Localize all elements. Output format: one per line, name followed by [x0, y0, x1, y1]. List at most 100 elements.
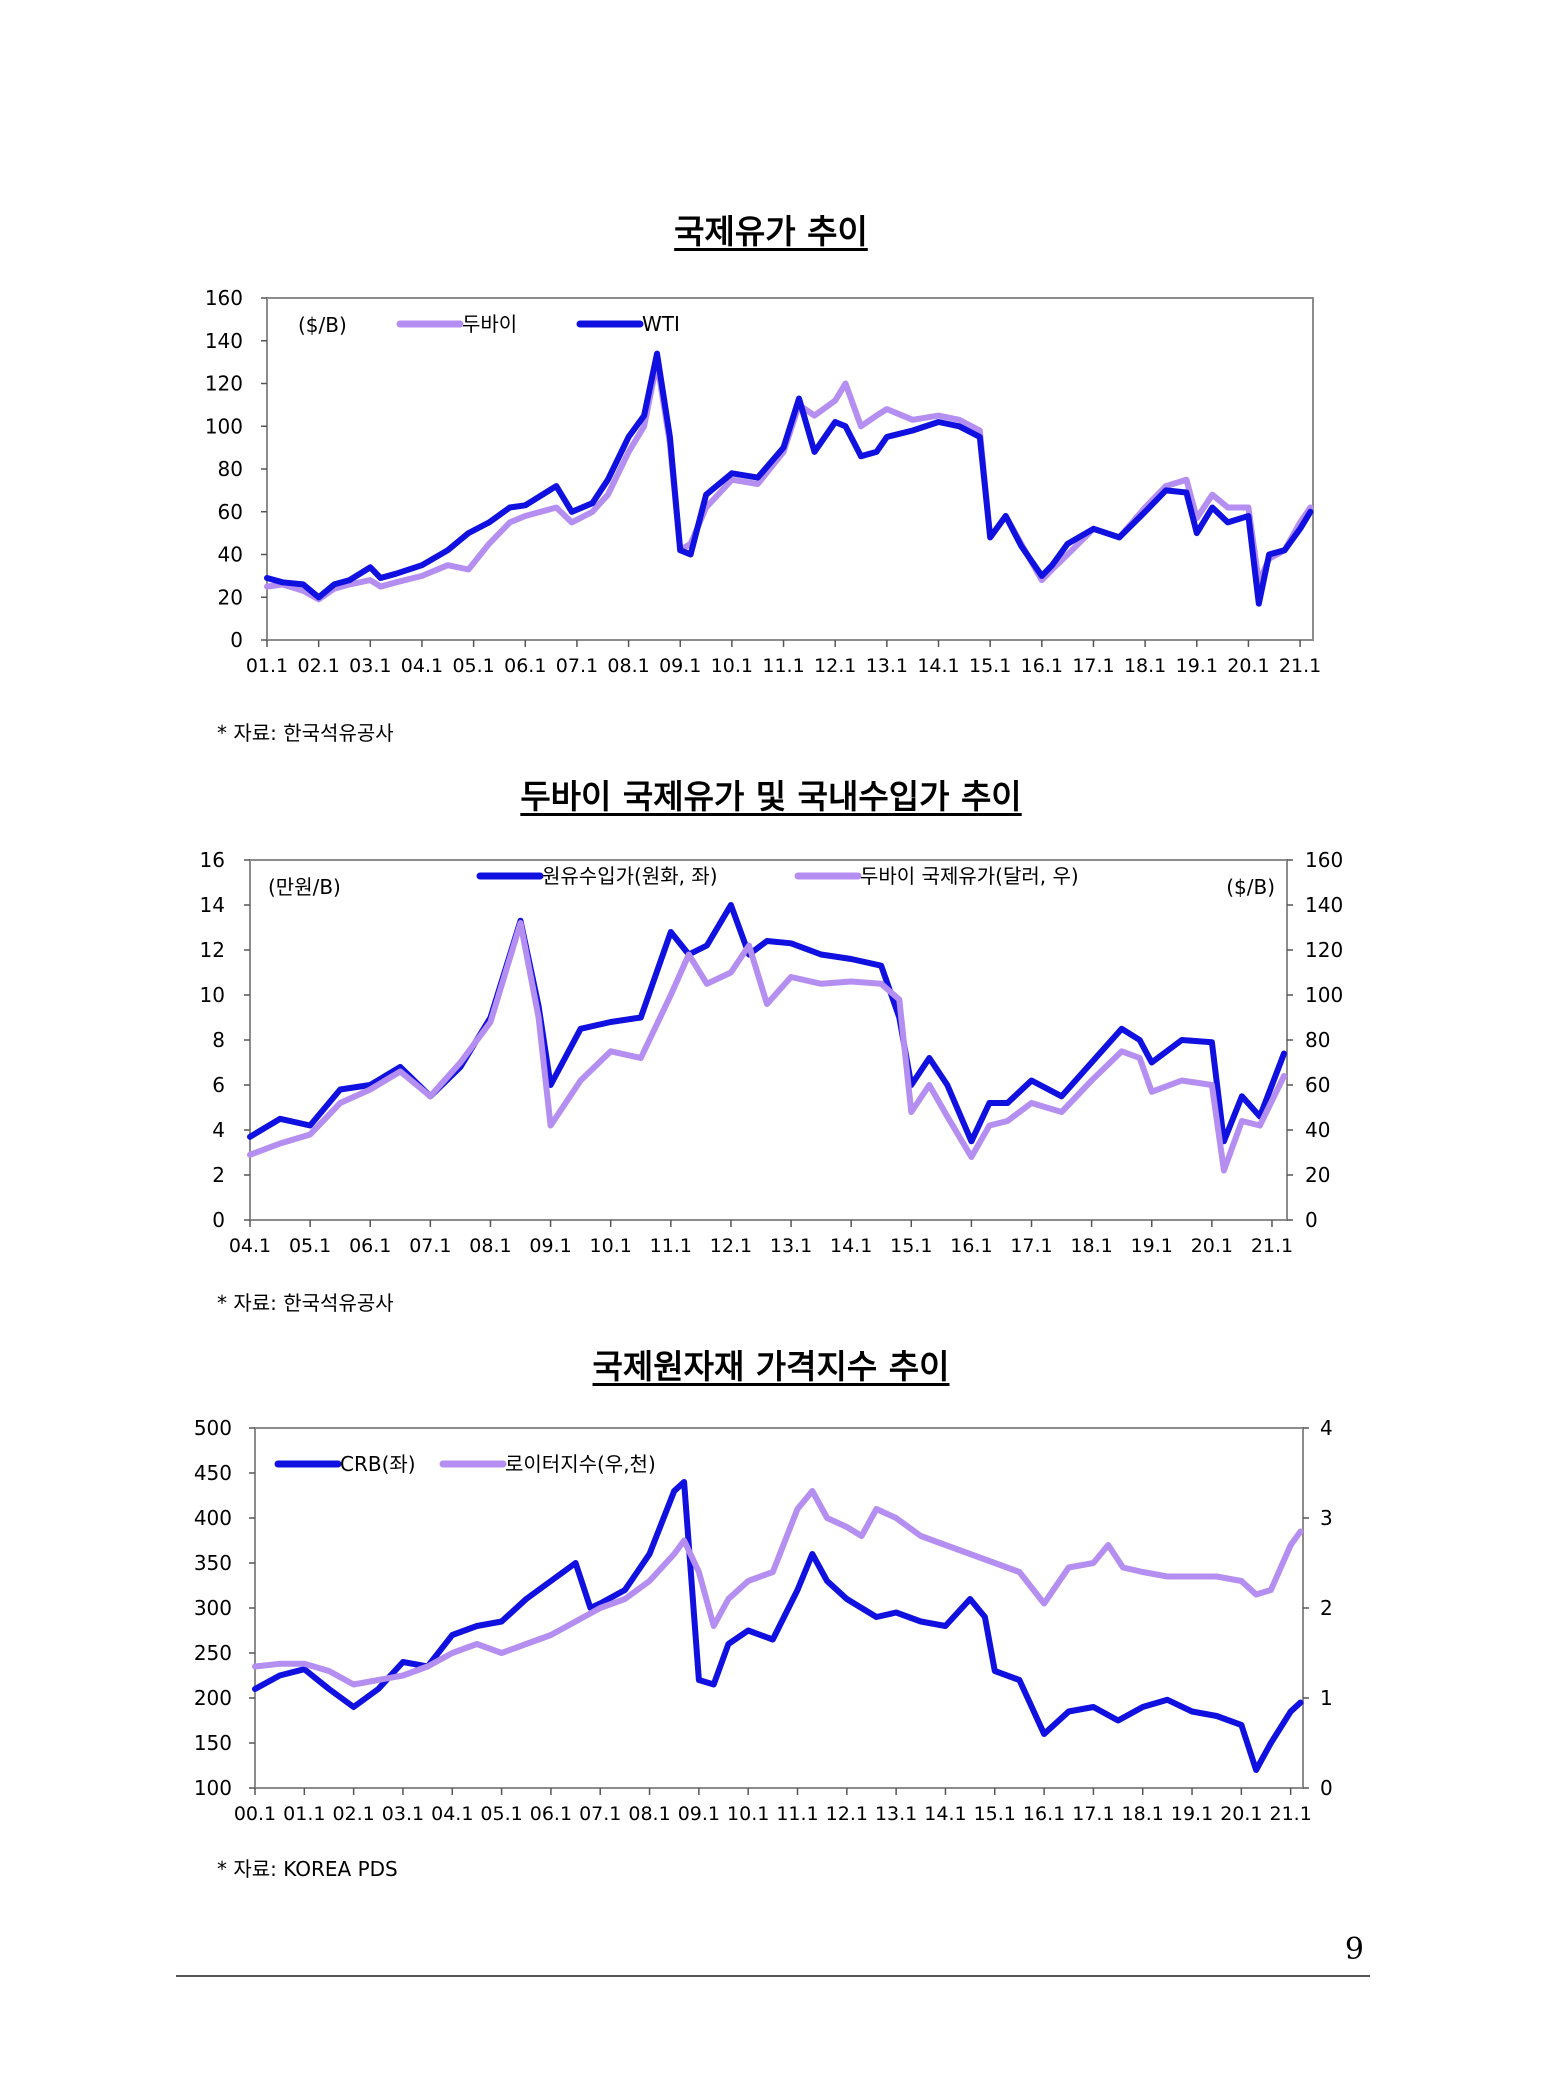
- y-tick-label-left: 0: [212, 1208, 225, 1232]
- y-tick-label-left: 10: [200, 983, 225, 1007]
- y-tick-label-left: 500: [194, 1416, 232, 1440]
- x-tick-label: 19.1: [1176, 655, 1218, 677]
- x-tick-label: 16.1: [1023, 1803, 1065, 1825]
- x-tick-label: 20.1: [1227, 655, 1269, 677]
- chart1-title: 국제유가 추이: [0, 205, 1542, 253]
- y-tick-label-left: 4: [212, 1118, 225, 1142]
- x-tick-label: 06.1: [530, 1803, 572, 1825]
- x-tick-label: 20.1: [1220, 1803, 1262, 1825]
- x-tick-label: 18.1: [1070, 1235, 1112, 1257]
- x-tick-label: 07.1: [409, 1235, 451, 1257]
- legend-label-2: 두바이 국제유가(달러, 우): [860, 864, 1079, 888]
- x-tick-label: 04.1: [401, 655, 443, 677]
- series-line-2: [252, 1488, 1304, 1688]
- y-tick-label-left: 2: [212, 1163, 225, 1187]
- y-tick-label-right: 1: [1320, 1686, 1333, 1710]
- x-tick-label: 16.1: [1021, 655, 1063, 677]
- x-tick-label: 15.1: [969, 655, 1011, 677]
- y-tick-label-right: 0: [1305, 1208, 1318, 1232]
- x-tick-label: 10.1: [711, 655, 753, 677]
- x-tick-label: 09.1: [659, 655, 701, 677]
- x-tick-label: 09.1: [529, 1235, 571, 1257]
- x-tick-label: 02.1: [332, 1803, 374, 1825]
- x-tick-label: 12.1: [826, 1803, 868, 1825]
- y-tick-label-left: 200: [194, 1686, 232, 1710]
- x-tick-label: 11.1: [762, 655, 804, 677]
- x-tick-label: 21.1: [1251, 1235, 1293, 1257]
- x-tick-label: 01.1: [246, 655, 288, 677]
- y-tick-label-left: 450: [194, 1461, 232, 1485]
- x-tick-label: 18.1: [1122, 1803, 1164, 1825]
- x-tick-label: 13.1: [875, 1803, 917, 1825]
- series-line-1: [264, 359, 1314, 603]
- series-line-2: [247, 920, 1287, 1174]
- y-tick-label-right: 120: [1305, 938, 1343, 962]
- y-tick-label-left: 8: [212, 1028, 225, 1052]
- x-tick-label: 07.1: [579, 1803, 621, 1825]
- x-tick-label: 20.1: [1191, 1235, 1233, 1257]
- y-tick-label-left: 160: [205, 286, 243, 310]
- x-tick-label: 02.1: [297, 655, 339, 677]
- x-tick-label: 18.1: [1124, 655, 1166, 677]
- x-tick-label: 14.1: [830, 1235, 872, 1257]
- x-tick-label: 14.1: [917, 655, 959, 677]
- y-tick-label-left: 6: [212, 1073, 225, 1097]
- plot-area: [249, 859, 1288, 1221]
- y-tick-label-left: 0: [230, 628, 243, 652]
- x-tick-label: 03.1: [382, 1803, 424, 1825]
- y-tick-label-right: 140: [1305, 893, 1343, 917]
- legend-label-1: 원유수입가(원화, 좌): [542, 864, 718, 888]
- y-tick-label-right: 40: [1305, 1118, 1330, 1142]
- x-tick-label: 08.1: [607, 655, 649, 677]
- y-tick-label-left: 100: [205, 414, 243, 438]
- y-tick-label-right: 0: [1320, 1776, 1333, 1800]
- chart1-oil-price: 0 20 40 60 80 100 120 140 160 01.1 02.1 03.1 04.1 05.…: [205, 286, 1321, 677]
- chart3-title: 국제원자재 가격지수 추이: [0, 1340, 1542, 1388]
- x-tick-label: 07.1: [556, 655, 598, 677]
- x-tick-label: 19.1: [1171, 1803, 1213, 1825]
- footer-rule: [176, 1975, 1370, 1977]
- x-tick-label: 10.1: [590, 1235, 632, 1257]
- chart2-source: * 자료: 한국석유공사: [217, 1291, 394, 1315]
- x-tick-label: 11.1: [650, 1235, 692, 1257]
- x-tick-label: 04.1: [431, 1803, 473, 1825]
- x-tick-label: 06.1: [349, 1235, 391, 1257]
- chart3-commodity-index: 100 150 200 250 300 350 400 450 500 0 1 2 3 4 00.1 01.1…: [194, 1416, 1333, 1825]
- y-tick-label-left: 140: [205, 329, 243, 353]
- x-tick-label: 12.1: [710, 1235, 752, 1257]
- y-tick-label-right: 100: [1305, 983, 1343, 1007]
- x-tick-label: 08.1: [469, 1235, 511, 1257]
- y-tick-label-left: 14: [200, 893, 225, 917]
- x-tick-label: 21.1: [1279, 655, 1321, 677]
- page-number: 9: [1344, 1932, 1364, 1967]
- x-tick-label: 09.1: [678, 1803, 720, 1825]
- y-tick-label-left: 300: [194, 1596, 232, 1620]
- x-tick-label: 08.1: [628, 1803, 670, 1825]
- series-line-2: [264, 350, 1314, 607]
- y-tick-label-left: 80: [218, 457, 243, 481]
- legend-label-1: CRB(좌): [340, 1452, 416, 1476]
- series-line-1: [252, 1479, 1304, 1773]
- y-tick-label-right: 2: [1320, 1596, 1333, 1620]
- y-tick-label-left: 100: [194, 1776, 232, 1800]
- unit-label: ($/B): [298, 313, 347, 337]
- x-tick-label: 17.1: [1072, 655, 1114, 677]
- y-tick-label-right: 4: [1320, 1416, 1333, 1440]
- unit-label-left: (만원/B): [268, 875, 341, 899]
- y-tick-label-right: 60: [1305, 1073, 1330, 1097]
- x-tick-label: 14.1: [924, 1803, 966, 1825]
- x-tick-label: 19.1: [1131, 1235, 1173, 1257]
- chart1-source: * 자료: 한국석유공사: [217, 721, 394, 745]
- y-tick-label-right: 20: [1305, 1163, 1330, 1187]
- x-tick-label: 00.1: [234, 1803, 276, 1825]
- plot-area: [266, 297, 1314, 641]
- y-tick-label-left: 20: [218, 585, 243, 609]
- y-tick-label-left: 150: [194, 1731, 232, 1755]
- y-tick-label-left: 16: [200, 848, 225, 872]
- x-tick-label: 12.1: [814, 655, 856, 677]
- x-tick-label: 17.1: [1010, 1235, 1052, 1257]
- x-tick-label: 17.1: [1072, 1803, 1114, 1825]
- chart3-title-text: 국제원자재 가격지수 추이: [592, 1347, 950, 1386]
- y-tick-label-right: 80: [1305, 1028, 1330, 1052]
